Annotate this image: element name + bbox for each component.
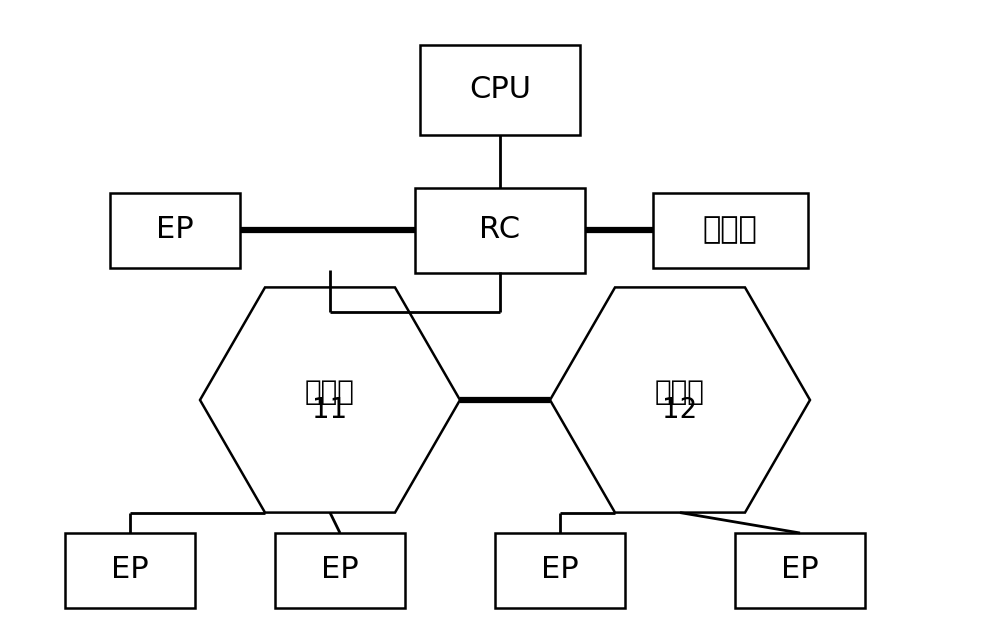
- Text: 12: 12: [662, 396, 698, 424]
- Text: EP: EP: [321, 556, 359, 584]
- Bar: [652, 193, 808, 268]
- Text: 交换器: 交换器: [305, 378, 355, 406]
- Bar: [275, 532, 405, 607]
- Bar: [735, 532, 865, 607]
- Bar: [415, 188, 585, 273]
- Text: CPU: CPU: [469, 76, 531, 104]
- Bar: [65, 532, 195, 607]
- Polygon shape: [550, 287, 810, 513]
- Text: EP: EP: [156, 216, 194, 244]
- Bar: [495, 532, 625, 607]
- Bar: [110, 193, 240, 268]
- Text: EP: EP: [111, 556, 149, 584]
- Text: 交换器: 交换器: [655, 378, 705, 406]
- Text: RC: RC: [479, 216, 521, 244]
- Polygon shape: [200, 287, 460, 513]
- Text: EP: EP: [541, 556, 579, 584]
- Text: EP: EP: [781, 556, 819, 584]
- Text: 存储器: 存储器: [703, 216, 757, 244]
- Text: 11: 11: [312, 396, 348, 424]
- Bar: [420, 45, 580, 135]
